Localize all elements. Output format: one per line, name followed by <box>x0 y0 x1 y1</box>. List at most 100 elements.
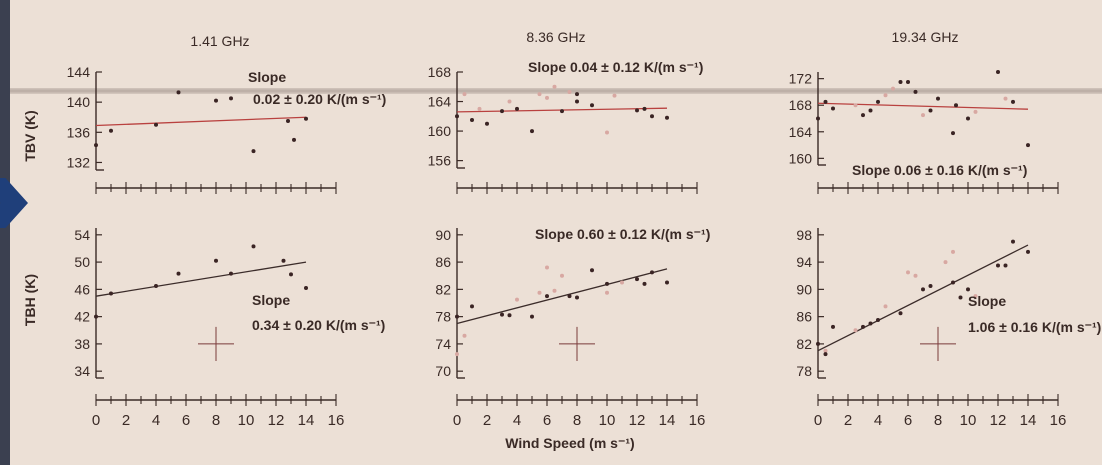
data-point-pale <box>515 297 519 302</box>
x-tick-label: 10 <box>599 412 616 429</box>
x-tick-label: 6 <box>543 412 551 429</box>
data-point <box>861 113 865 118</box>
data-point <box>861 324 865 329</box>
data-point <box>109 128 113 133</box>
panel-tbv_141: 144 140 136 132 Slope 0.02 ± 0.20 K/(m s⁻¹) <box>67 64 386 194</box>
data-point <box>928 108 933 113</box>
y-tick-label: 54 <box>74 227 90 243</box>
data-point <box>286 119 290 123</box>
y-tick-label: 78 <box>435 309 451 325</box>
slope-label: Slope <box>252 292 290 308</box>
data-point <box>936 96 940 101</box>
data-point <box>214 258 218 263</box>
data-point <box>951 131 955 136</box>
data-point <box>966 116 970 121</box>
y-tick-label: 172 <box>789 71 813 87</box>
data-point <box>154 122 158 127</box>
slope-label: Slope <box>248 69 286 85</box>
x-tick-label: 12 <box>629 412 646 429</box>
data-point-pale <box>883 304 888 309</box>
data-point <box>176 90 181 95</box>
x-tick-label: 0 <box>92 412 100 429</box>
data-point-pale <box>913 273 918 278</box>
data-point <box>642 106 647 111</box>
y-tick-label: 160 <box>428 123 452 139</box>
y-tick-label: 46 <box>74 281 90 297</box>
data-point <box>954 103 958 108</box>
data-point <box>635 108 639 113</box>
data-point-pale <box>1003 96 1008 101</box>
x-tick-label: 10 <box>238 412 255 429</box>
data-point-pale <box>951 249 955 254</box>
panel-tbv_836: 168 164 160 156 Slope 0.04 ± 0.12 K/(m s⁻¹) <box>428 59 703 194</box>
data-point <box>575 99 579 104</box>
data-point <box>921 287 925 292</box>
data-point <box>154 283 158 288</box>
y-tick-label: 136 <box>67 124 91 140</box>
data-point-pale <box>620 280 624 285</box>
x-tick-label: 12 <box>990 412 1007 429</box>
y-tick-label: 90 <box>796 281 812 297</box>
data-point <box>635 277 639 282</box>
y-axis-label-tbv: TBV (K) <box>22 110 38 161</box>
regression-line <box>817 102 1029 110</box>
data-point <box>958 295 963 300</box>
regression-line <box>95 261 307 297</box>
data-point <box>913 89 918 94</box>
data-point-pale <box>973 109 978 114</box>
x-tick-label: 14 <box>298 412 315 429</box>
data-point-pale <box>462 92 467 97</box>
y-tick-label: 132 <box>67 154 91 170</box>
data-point <box>868 321 873 326</box>
data-point-pale <box>823 348 828 353</box>
data-point-pale <box>545 95 549 100</box>
data-point-pale <box>545 265 549 270</box>
x-axis-label: Wind Speed (m s⁻¹) <box>505 435 634 451</box>
data-point-pale <box>853 328 858 333</box>
data-point <box>515 106 519 111</box>
data-point <box>823 99 828 104</box>
data-point <box>575 295 579 300</box>
data-point <box>928 283 933 288</box>
data-point <box>289 272 293 277</box>
y-tick-label: 74 <box>435 336 451 352</box>
data-point <box>1026 249 1030 254</box>
x-tick-label: 0 <box>453 412 461 429</box>
data-point <box>1011 239 1015 244</box>
y-tick-label: 42 <box>74 309 90 325</box>
x-tick-label: 14 <box>659 412 676 429</box>
data-point <box>650 114 654 119</box>
data-point <box>605 281 609 286</box>
x-tick-label: 6 <box>182 412 190 429</box>
column-title-1934: 19.34 GHz <box>892 29 959 45</box>
data-point <box>1011 99 1015 104</box>
data-point <box>251 244 256 249</box>
data-point <box>214 98 218 103</box>
scanned-figure-page <box>10 0 1102 465</box>
data-point <box>94 143 98 148</box>
y-tick-label: 70 <box>435 363 451 379</box>
data-point-pale <box>477 106 482 111</box>
data-point <box>94 314 98 319</box>
y-tick-label: 164 <box>789 124 813 140</box>
data-point <box>996 263 1000 268</box>
y-tick-label: 82 <box>435 281 451 297</box>
slope-value: 1.06 ± 0.16 K/(m s⁻¹) <box>968 319 1101 335</box>
y-tick-label: 38 <box>74 336 90 352</box>
column-title-836: 8.36 GHz <box>526 29 585 45</box>
data-point <box>470 118 474 122</box>
data-point <box>176 271 181 276</box>
data-point-pale <box>552 84 557 89</box>
data-point <box>507 313 512 318</box>
x-tick-label: 0 <box>814 412 822 429</box>
x-tick-label: 14 <box>1020 412 1037 429</box>
data-point <box>251 149 256 154</box>
data-point <box>665 280 669 285</box>
y-tick-label: 168 <box>789 97 813 113</box>
data-point-pale <box>605 290 609 295</box>
slope-annotation: Slope 0.06 ± 0.16 K/(m s⁻¹) <box>852 162 1027 178</box>
regression-line <box>456 268 668 325</box>
x-tick-label: 2 <box>483 412 491 429</box>
y-tick-label: 50 <box>74 254 90 270</box>
